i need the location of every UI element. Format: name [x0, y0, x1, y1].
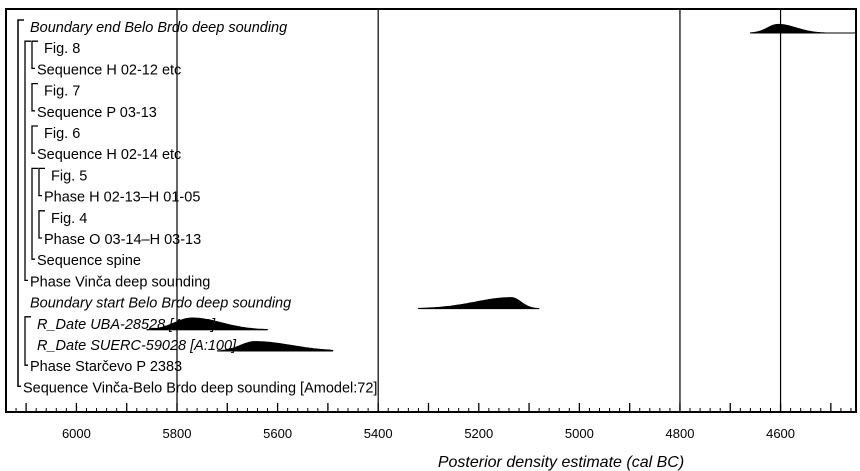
row-label-5: Fig. 6: [44, 126, 80, 142]
bracket-9-10: [38, 210, 45, 239]
row-label-11: Sequence spine: [37, 253, 141, 269]
row-label-12: Phase Vinča deep sounding: [30, 274, 210, 290]
row-label-6: Sequence H 02-14 etc: [37, 147, 181, 163]
row-label-16: Phase Starčevo P 2383: [30, 359, 182, 375]
bracket-0-17: [17, 19, 24, 388]
density-curve-0: [750, 23, 856, 34]
row-label-4: Sequence P 03-13: [37, 105, 157, 121]
gridlines: [176, 9, 782, 412]
row-label-10: Phase O 03-14–H 03-13: [44, 232, 201, 248]
bracket-5-6: [31, 125, 38, 154]
tick-label-6000: 6000: [62, 426, 91, 441]
row-label-7: Fig. 5: [51, 168, 87, 184]
tick-label-5200: 5200: [464, 426, 493, 441]
density-curves: [146, 23, 856, 352]
row-label-2: Sequence H 02-12 etc: [37, 62, 181, 78]
density-curve-14: [146, 317, 268, 331]
bracket-7-8: [38, 167, 45, 197]
row-label-0: Boundary end Belo Brdo deep sounding: [30, 20, 287, 36]
density-curve-13: [418, 297, 540, 309]
row-label-13: Boundary start Belo Brdo deep sounding: [30, 296, 291, 312]
row-label-9: Fig. 4: [51, 211, 87, 227]
x-axis-title: Posterior density estimate (cal BC): [438, 454, 684, 471]
row-label-17: Sequence Vinča-Belo Brdo deep sounding […: [23, 380, 377, 396]
row-labels: Boundary end Belo Brdo deep sounding Fig.…: [23, 20, 377, 396]
tick-label-4800: 4800: [666, 426, 695, 441]
row-label-3: Fig. 7: [44, 84, 80, 100]
bracket-1-2: [31, 40, 38, 70]
row-label-15: R_Date SUERC-59028 [A:100]: [37, 338, 237, 354]
row-label-14: R_Date UBA-28528 [A:100]: [37, 317, 216, 333]
bracket-14-16: [24, 316, 31, 366]
density-curve-15: [216, 341, 334, 352]
tick-label-5800: 5800: [163, 426, 192, 441]
row-label-8: Phase H 02-13–H 01-05: [44, 190, 200, 206]
x-axis: 6000 5800 5600 5400 5200 5000 4800 4600: [5, 403, 852, 441]
bracket-1-12: [24, 40, 31, 282]
bracket-7-11: [31, 167, 38, 260]
bracket-0-17: [17, 19, 24, 388]
row-label-1: Fig. 8: [44, 41, 80, 57]
tick-label-5400: 5400: [364, 426, 393, 441]
tick-label-4600: 4600: [766, 426, 795, 441]
bracket-3-4: [31, 82, 38, 112]
tick-label-5600: 5600: [263, 426, 292, 441]
plot-frame: [5, 8, 857, 413]
tick-label-5000: 5000: [565, 426, 594, 441]
model-brackets: [17, 19, 45, 388]
